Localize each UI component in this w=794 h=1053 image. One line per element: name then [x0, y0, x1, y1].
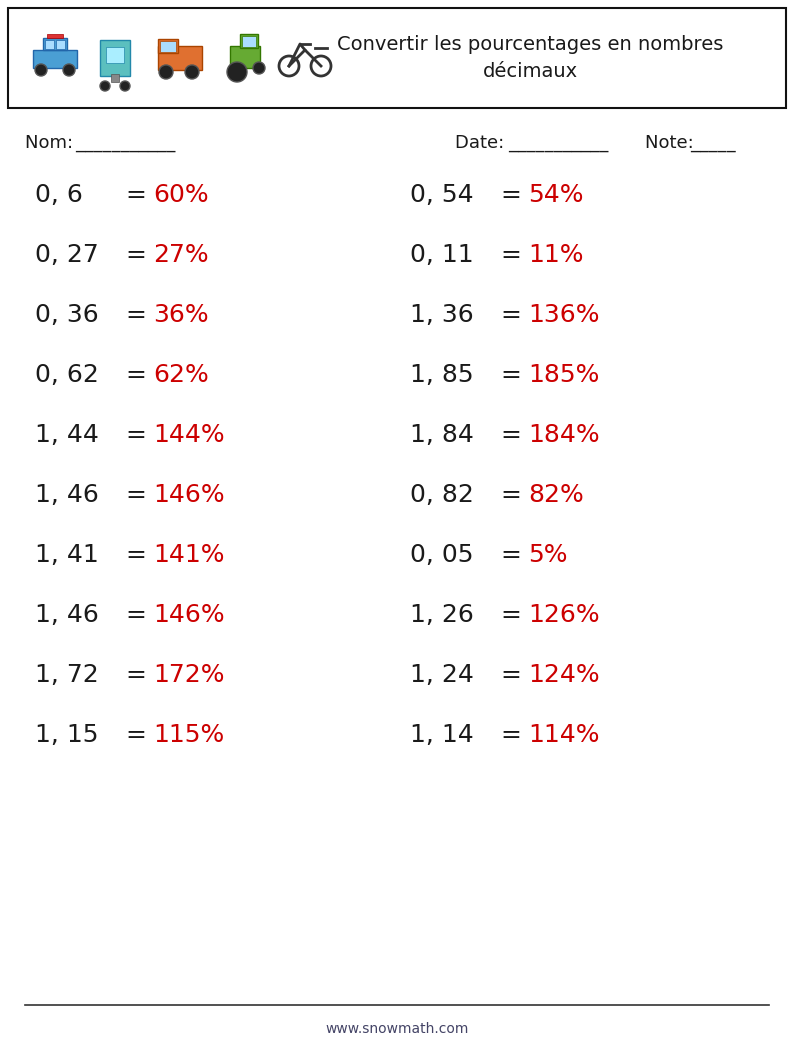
Circle shape	[120, 81, 130, 91]
Text: 0, 62: 0, 62	[35, 363, 99, 388]
Text: =: =	[500, 603, 521, 627]
Text: =: =	[500, 663, 521, 687]
Bar	[158, 46, 202, 69]
Bar	[240, 34, 258, 48]
Text: 0, 11: 0, 11	[410, 243, 474, 267]
Text: =: =	[500, 723, 521, 747]
Text: 11%: 11%	[528, 243, 584, 267]
Bar	[43, 38, 67, 49]
Text: 1, 36: 1, 36	[410, 303, 474, 327]
Bar	[160, 41, 176, 52]
Text: 136%: 136%	[528, 303, 599, 327]
Text: =: =	[500, 483, 521, 506]
Text: 27%: 27%	[153, 243, 209, 267]
Text: 1, 84: 1, 84	[410, 423, 474, 448]
Text: =: =	[500, 423, 521, 448]
Text: =: =	[125, 723, 146, 747]
Circle shape	[63, 64, 75, 76]
Text: 0, 6: 0, 6	[35, 183, 83, 207]
Text: =: =	[500, 363, 521, 388]
Text: 60%: 60%	[153, 183, 209, 207]
Text: 146%: 146%	[153, 603, 225, 627]
Text: =: =	[500, 183, 521, 207]
Bar	[100, 40, 130, 76]
Text: =: =	[125, 603, 146, 627]
Text: 0, 82: 0, 82	[410, 483, 474, 506]
Text: www.snowmath.com: www.snowmath.com	[326, 1022, 468, 1036]
Text: 1, 24: 1, 24	[410, 663, 474, 687]
Text: 62%: 62%	[153, 363, 209, 388]
Text: =: =	[500, 543, 521, 567]
Text: =: =	[500, 303, 521, 327]
Text: 1, 46: 1, 46	[35, 483, 99, 506]
Text: 1, 26: 1, 26	[410, 603, 474, 627]
Text: 172%: 172%	[153, 663, 225, 687]
Bar	[33, 49, 77, 68]
Text: =: =	[125, 423, 146, 448]
Bar	[158, 39, 178, 53]
Bar	[47, 34, 63, 38]
Text: 54%: 54%	[528, 183, 584, 207]
Text: 82%: 82%	[528, 483, 584, 506]
Text: 126%: 126%	[528, 603, 599, 627]
Text: =: =	[125, 183, 146, 207]
Circle shape	[100, 81, 110, 91]
Text: Convertir les pourcentages en nombres
décimaux: Convertir les pourcentages en nombres dé…	[337, 35, 723, 81]
Text: 124%: 124%	[528, 663, 599, 687]
Text: =: =	[125, 243, 146, 267]
Text: 0, 36: 0, 36	[35, 303, 98, 327]
Bar	[242, 36, 256, 47]
Text: 0, 05: 0, 05	[410, 543, 473, 567]
Text: 1, 72: 1, 72	[35, 663, 98, 687]
Text: 1, 41: 1, 41	[35, 543, 98, 567]
Circle shape	[227, 62, 247, 82]
Text: 5%: 5%	[528, 543, 568, 567]
Text: 141%: 141%	[153, 543, 225, 567]
Text: 114%: 114%	[528, 723, 599, 747]
Bar	[56, 40, 65, 49]
Text: Date:: Date:	[455, 134, 510, 152]
Text: Note:: Note:	[645, 134, 700, 152]
Text: =: =	[500, 243, 521, 267]
Circle shape	[253, 62, 265, 74]
Text: =: =	[125, 663, 146, 687]
Bar	[230, 46, 260, 68]
Text: 0, 27: 0, 27	[35, 243, 98, 267]
Text: 36%: 36%	[153, 303, 209, 327]
Bar	[111, 74, 119, 82]
Text: =: =	[125, 483, 146, 506]
Text: =: =	[125, 303, 146, 327]
Text: 1, 85: 1, 85	[410, 363, 474, 388]
Circle shape	[185, 65, 199, 79]
Text: 1, 15: 1, 15	[35, 723, 98, 747]
Text: 1, 14: 1, 14	[410, 723, 474, 747]
Text: 185%: 185%	[528, 363, 599, 388]
Circle shape	[35, 64, 47, 76]
Bar	[106, 47, 124, 63]
Text: 144%: 144%	[153, 423, 225, 448]
Text: 146%: 146%	[153, 483, 225, 506]
Text: 1, 46: 1, 46	[35, 603, 99, 627]
Text: Nom:: Nom:	[25, 134, 79, 152]
Text: 1, 44: 1, 44	[35, 423, 99, 448]
Circle shape	[159, 65, 173, 79]
Bar	[8, 8, 786, 108]
Text: =: =	[125, 363, 146, 388]
Text: 115%: 115%	[153, 723, 224, 747]
Text: _____: _____	[690, 134, 735, 152]
Text: =: =	[125, 543, 146, 567]
Text: 184%: 184%	[528, 423, 599, 448]
Bar	[45, 40, 54, 49]
Text: 0, 54: 0, 54	[410, 183, 474, 207]
Text: ___________: ___________	[508, 134, 608, 152]
Text: ___________: ___________	[75, 134, 175, 152]
